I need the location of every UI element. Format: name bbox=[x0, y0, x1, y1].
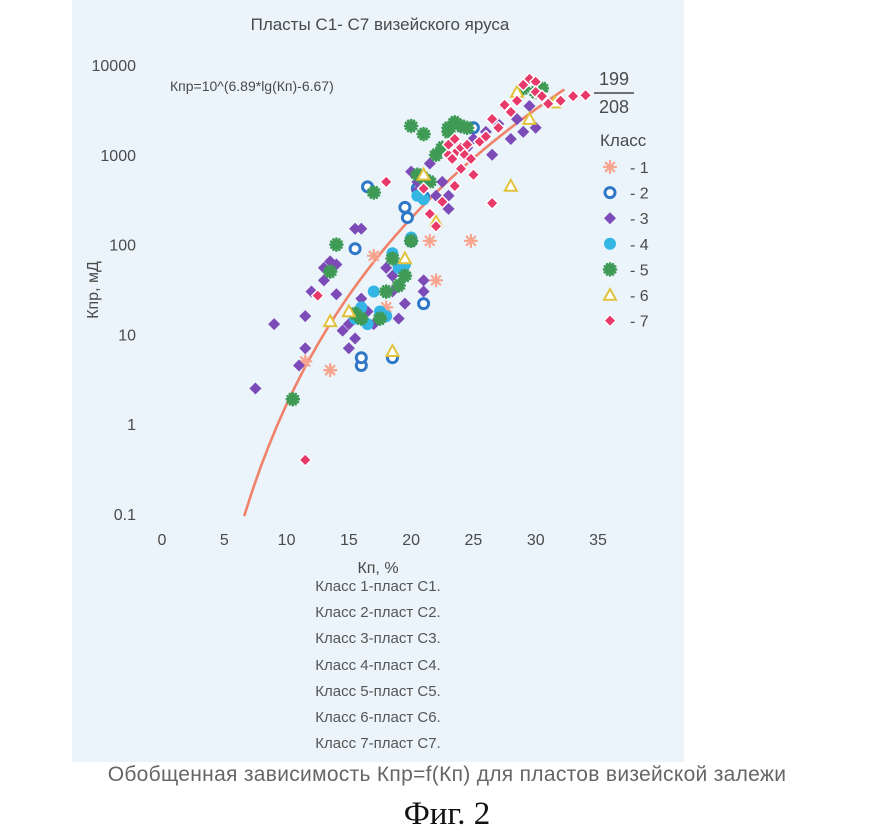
legend-item: - 7 bbox=[604, 314, 649, 331]
data-point bbox=[418, 274, 430, 286]
y-axis-label: Кпр, мД bbox=[85, 261, 102, 319]
class-note: Класс 1-пласт С1. bbox=[72, 574, 684, 600]
legend-item: - 1 bbox=[604, 160, 649, 177]
series-class-3 bbox=[249, 90, 554, 394]
data-point bbox=[268, 318, 280, 330]
y-tick-label: 0.1 bbox=[114, 507, 136, 524]
class-note: Класс 2-пласт С2. bbox=[72, 600, 684, 626]
data-point bbox=[402, 213, 412, 223]
data-point bbox=[430, 274, 442, 286]
y-tick-label: 100 bbox=[109, 238, 136, 255]
data-point bbox=[330, 239, 342, 251]
data-point bbox=[287, 393, 299, 405]
data-point bbox=[380, 286, 392, 298]
fraction-denominator: 208 bbox=[599, 97, 629, 117]
data-point bbox=[505, 133, 517, 145]
legend-title: Класс bbox=[600, 131, 647, 150]
class-note: Класс 3-пласт С3. bbox=[72, 626, 684, 652]
x-tick-label: 10 bbox=[278, 532, 296, 549]
data-point bbox=[419, 299, 429, 309]
legend-item: - 5 bbox=[604, 262, 649, 279]
legend-marker bbox=[604, 212, 616, 224]
data-point bbox=[368, 250, 380, 262]
data-point bbox=[449, 180, 461, 192]
data-point bbox=[356, 353, 366, 363]
legend-label: - 2 bbox=[630, 186, 649, 203]
data-point bbox=[299, 310, 311, 322]
data-point bbox=[399, 298, 411, 310]
x-tick-label: 20 bbox=[402, 532, 420, 549]
data-point bbox=[299, 342, 311, 354]
data-point bbox=[424, 235, 436, 247]
data-point bbox=[355, 223, 367, 235]
legend-label: - 6 bbox=[630, 288, 649, 305]
legend-marker bbox=[604, 263, 616, 275]
legend-label: - 4 bbox=[630, 237, 649, 254]
x-tick-label: 30 bbox=[527, 532, 545, 549]
data-point bbox=[386, 345, 398, 356]
class-note: Класс 4-пласт С4. bbox=[72, 653, 684, 679]
x-tick-label: 5 bbox=[220, 532, 229, 549]
class-note: Класс 5-пласт С5. bbox=[72, 679, 684, 705]
legend-marker bbox=[604, 289, 616, 300]
figure-number: Фиг. 2 bbox=[0, 796, 894, 833]
fraction-numerator: 199 bbox=[599, 69, 629, 89]
x-tick-label: 35 bbox=[589, 532, 607, 549]
data-point bbox=[486, 149, 498, 161]
data-point bbox=[486, 197, 498, 209]
legend-label: - 3 bbox=[630, 211, 649, 228]
data-point bbox=[324, 364, 336, 376]
legend-marker bbox=[604, 161, 616, 173]
legend-item: - 4 bbox=[604, 237, 649, 254]
y-tick-label: 10000 bbox=[92, 58, 137, 75]
data-point bbox=[567, 90, 579, 102]
y-tick-label: 1 bbox=[127, 417, 136, 434]
data-point bbox=[343, 342, 355, 354]
trend-equation: Кпр=10^(6.89*lg(Кп)-6.67) bbox=[170, 78, 334, 94]
data-point bbox=[580, 89, 592, 101]
data-point bbox=[465, 235, 477, 247]
legend-marker bbox=[605, 188, 615, 198]
legend-marker bbox=[604, 315, 616, 327]
class-note: Класс 6-пласт С6. bbox=[72, 705, 684, 731]
class-notes: Класс 1-пласт С1. Класс 2-пласт С2. Клас… bbox=[72, 574, 684, 757]
data-point bbox=[505, 180, 517, 191]
data-point bbox=[368, 286, 380, 298]
class-note: Класс 7-пласт С7. bbox=[72, 731, 684, 757]
figure-caption: Обобщенная зависимость Кпр=f(Кп) для пла… bbox=[0, 763, 894, 787]
legend-label: - 5 bbox=[630, 262, 649, 279]
data-point bbox=[400, 202, 410, 212]
data-point bbox=[249, 382, 261, 394]
legend-label: - 1 bbox=[630, 160, 649, 177]
data-point bbox=[299, 454, 311, 466]
x-tick-label: 15 bbox=[340, 532, 358, 549]
y-tick-label: 1000 bbox=[100, 148, 136, 165]
x-tick-label: 25 bbox=[465, 532, 483, 549]
data-point bbox=[436, 176, 448, 188]
legend-item: - 3 bbox=[604, 211, 649, 228]
legend-item: - 6 bbox=[604, 288, 649, 305]
data-point bbox=[418, 286, 430, 298]
data-point bbox=[393, 313, 405, 325]
data-point bbox=[517, 126, 529, 138]
data-point bbox=[399, 253, 411, 264]
legend-item: - 2 bbox=[605, 186, 649, 203]
data-point bbox=[418, 128, 430, 140]
chart-title: Пласты С1- С7 визейского яруса bbox=[251, 15, 510, 34]
data-point bbox=[405, 120, 417, 132]
y-tick-label: 10 bbox=[118, 327, 136, 344]
data-point bbox=[349, 333, 361, 345]
data-point bbox=[467, 169, 479, 181]
x-tick-label: 0 bbox=[158, 532, 167, 549]
data-point bbox=[350, 244, 360, 254]
legend-label: - 7 bbox=[630, 314, 649, 331]
data-point bbox=[523, 113, 535, 124]
data-point bbox=[380, 176, 392, 188]
data-point bbox=[330, 288, 342, 300]
legend-marker bbox=[604, 238, 616, 250]
